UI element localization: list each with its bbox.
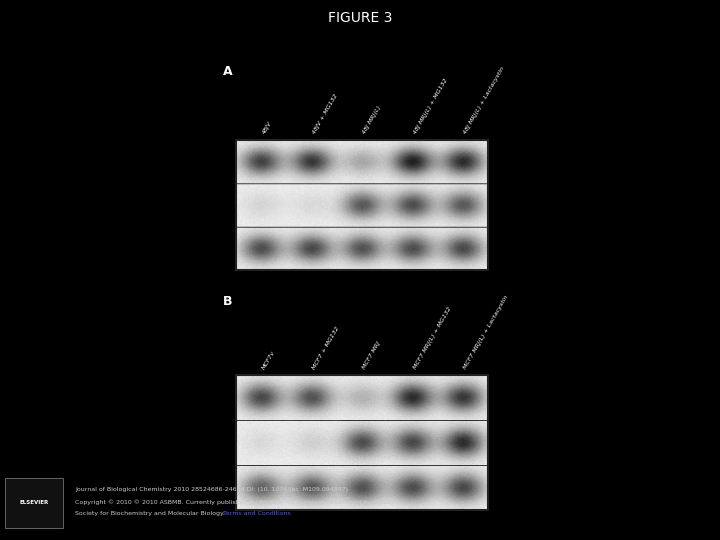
Text: MCF7 + MG132: MCF7 + MG132 bbox=[312, 325, 341, 370]
Text: β-catenin: β-catenin bbox=[502, 157, 541, 166]
Bar bbox=[5, 478, 63, 528]
Bar bbox=[236, 140, 488, 270]
Text: 48J MRJ(L) + Lactacystin: 48J MRJ(L) + Lactacystin bbox=[463, 66, 505, 135]
Text: Society for Biochemistry and Molecular Biology.: Society for Biochemistry and Molecular B… bbox=[75, 511, 227, 516]
Text: MCF7 MRJ(L) + Lactacystin: MCF7 MRJ(L) + Lactacystin bbox=[463, 294, 509, 370]
Bar bbox=[236, 375, 488, 510]
Text: β-catenin: β-catenin bbox=[502, 393, 541, 402]
Text: 48J MRJ(L) + MG132: 48J MRJ(L) + MG132 bbox=[413, 78, 449, 135]
Text: FIGURE 3: FIGURE 3 bbox=[328, 11, 392, 25]
Text: 48J MRJ(L): 48J MRJ(L) bbox=[362, 105, 382, 135]
Text: 48JV + MG132: 48JV + MG132 bbox=[312, 93, 338, 135]
Text: MRJ(L): MRJ(L) bbox=[502, 200, 528, 210]
Bar bbox=[236, 375, 488, 510]
Text: ELSEVIER: ELSEVIER bbox=[19, 500, 49, 504]
Text: MCF7 MRJ: MCF7 MRJ bbox=[362, 341, 382, 370]
Text: B: B bbox=[223, 295, 233, 308]
Text: 48JV: 48JV bbox=[261, 120, 273, 135]
Text: MCF7v: MCF7v bbox=[261, 349, 276, 370]
Text: MCF7 MRJ(L) + MG132: MCF7 MRJ(L) + MG132 bbox=[413, 306, 452, 370]
Text: Terms and Conditions: Terms and Conditions bbox=[223, 511, 291, 516]
Text: A: A bbox=[223, 65, 233, 78]
Text: β-tubulin: β-tubulin bbox=[502, 244, 539, 253]
Text: β-actin: β-actin bbox=[502, 483, 531, 492]
Text: Copyright © 2010 © 2010 ASBMB. Currently published by Elsevier Inc; originally p: Copyright © 2010 © 2010 ASBMB. Currently… bbox=[75, 499, 403, 505]
Bar bbox=[236, 140, 488, 270]
Text: MRJ(L): MRJ(L) bbox=[502, 438, 528, 447]
Text: Journal of Biological Chemistry 2010 28524686-24694 DI: (10. 1074/jbc. M109.0948: Journal of Biological Chemistry 2010 285… bbox=[75, 487, 348, 492]
